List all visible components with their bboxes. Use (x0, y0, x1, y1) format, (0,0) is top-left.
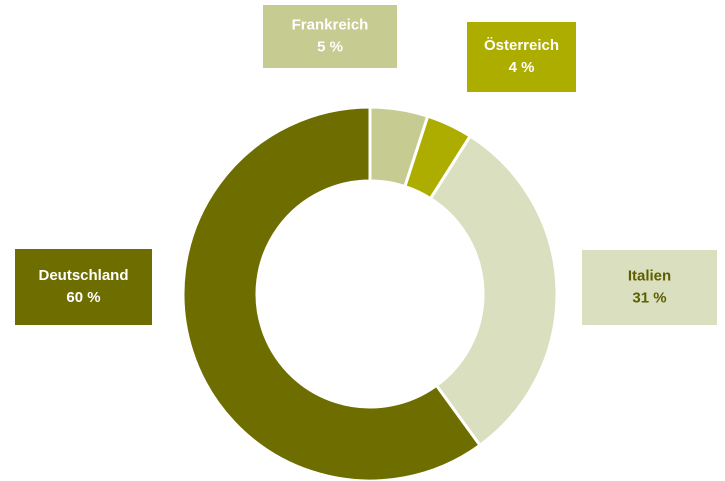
label-box (15, 249, 152, 325)
category-label: Italien (628, 267, 671, 284)
label-box (582, 250, 717, 325)
category-label: Österreich (484, 37, 559, 54)
category-label: Deutschland (38, 267, 128, 284)
value-label: 5 % (317, 38, 343, 55)
label-box (467, 22, 576, 92)
value-label: 31 % (632, 289, 666, 306)
donut-segment (181, 105, 483, 481)
value-label: 60 % (66, 289, 100, 306)
value-label: 4 % (509, 59, 535, 76)
donut-segment (428, 134, 559, 448)
label-box (263, 5, 397, 68)
category-label: Frankreich (292, 16, 369, 33)
